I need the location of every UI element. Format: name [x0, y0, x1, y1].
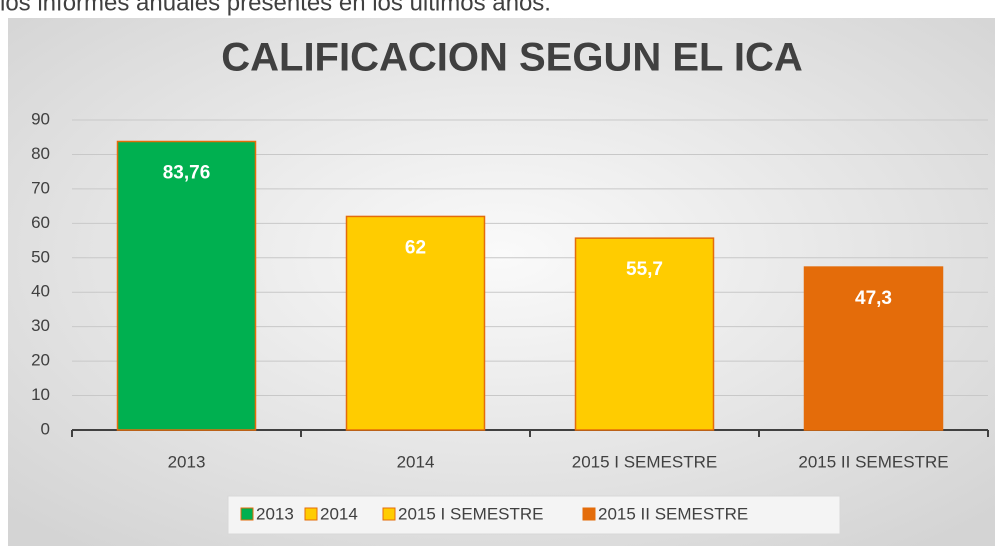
y-tick-label: 90: [31, 109, 50, 128]
y-tick-label: 80: [31, 144, 50, 163]
legend-label: 2015 II SEMESTRE: [598, 504, 748, 523]
legend-swatch: [582, 507, 596, 521]
legend-swatch: [240, 507, 254, 521]
legend-swatch: [382, 507, 396, 521]
data-label: 83,76: [163, 163, 211, 184]
y-tick-label: 10: [31, 385, 50, 404]
y-tick-label: 50: [31, 247, 50, 266]
bar: [345, 215, 486, 431]
legend-swatch: [304, 507, 318, 521]
x-tick-label: 2015 II SEMESTRE: [798, 452, 948, 471]
legend-label: 2013: [256, 504, 294, 523]
x-tick-label: 2014: [397, 452, 435, 471]
legend-box: [227, 495, 841, 535]
bar: [574, 237, 715, 431]
data-label: 55,7: [626, 259, 663, 280]
legend-label: 2014: [320, 504, 358, 523]
bar: [803, 266, 944, 431]
caption: los informes anuales presentes en los úl…: [0, 0, 551, 16]
chart-title: CALIFICACION SEGUN EL ICA: [221, 36, 803, 80]
y-tick-label: 0: [41, 419, 50, 438]
y-tick-label: 20: [31, 351, 50, 370]
data-label: 47,3: [855, 288, 892, 309]
y-tick-label: 30: [31, 316, 50, 335]
y-tick-label: 40: [31, 282, 50, 301]
data-label: 62: [405, 237, 426, 258]
bar: [116, 140, 257, 431]
y-tick-label: 70: [31, 178, 50, 197]
x-tick-label: 2013: [168, 452, 206, 471]
y-tick-label: 60: [31, 213, 50, 232]
x-tick-label: 2015 I SEMESTRE: [572, 452, 718, 471]
legend-label: 2015 I SEMESTRE: [398, 504, 544, 523]
